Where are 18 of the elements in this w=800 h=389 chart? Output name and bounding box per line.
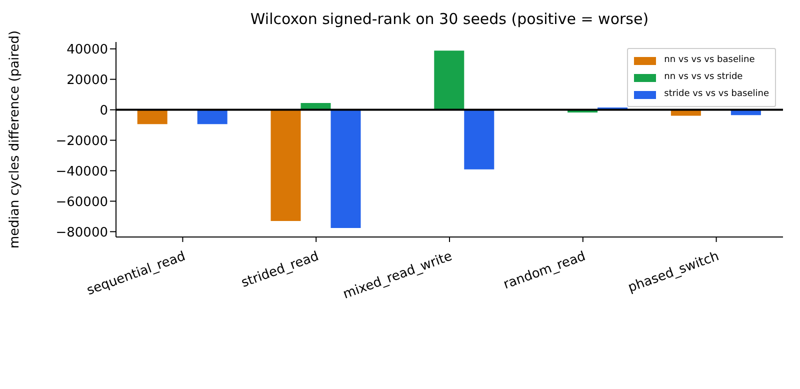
chart-title: Wilcoxon signed-rank on 30 seeds (positive = worse) xyxy=(249,10,650,28)
y-tick-label: 20000 xyxy=(66,72,108,88)
y-tick-label: −20000 xyxy=(56,134,108,149)
y-axis-title: median cycles difference (paired) xyxy=(8,30,23,249)
legend-label: nn vs vs vs baseline xyxy=(664,54,755,67)
bar xyxy=(464,110,494,170)
bar xyxy=(137,110,168,124)
bar xyxy=(197,110,228,124)
y-tick-label: −40000 xyxy=(56,164,108,180)
bar xyxy=(434,50,464,110)
y-tick-label: −80000 xyxy=(56,225,108,240)
y-tick-label: 40000 xyxy=(66,42,108,58)
bar xyxy=(330,110,361,228)
y-tick-label: 0 xyxy=(100,103,108,118)
y-tick-label: −60000 xyxy=(56,194,108,210)
legend-label: stride vs vs vs baseline xyxy=(664,88,769,101)
bar xyxy=(270,110,301,222)
legend-label: nn vs vs vs stride xyxy=(664,71,743,84)
